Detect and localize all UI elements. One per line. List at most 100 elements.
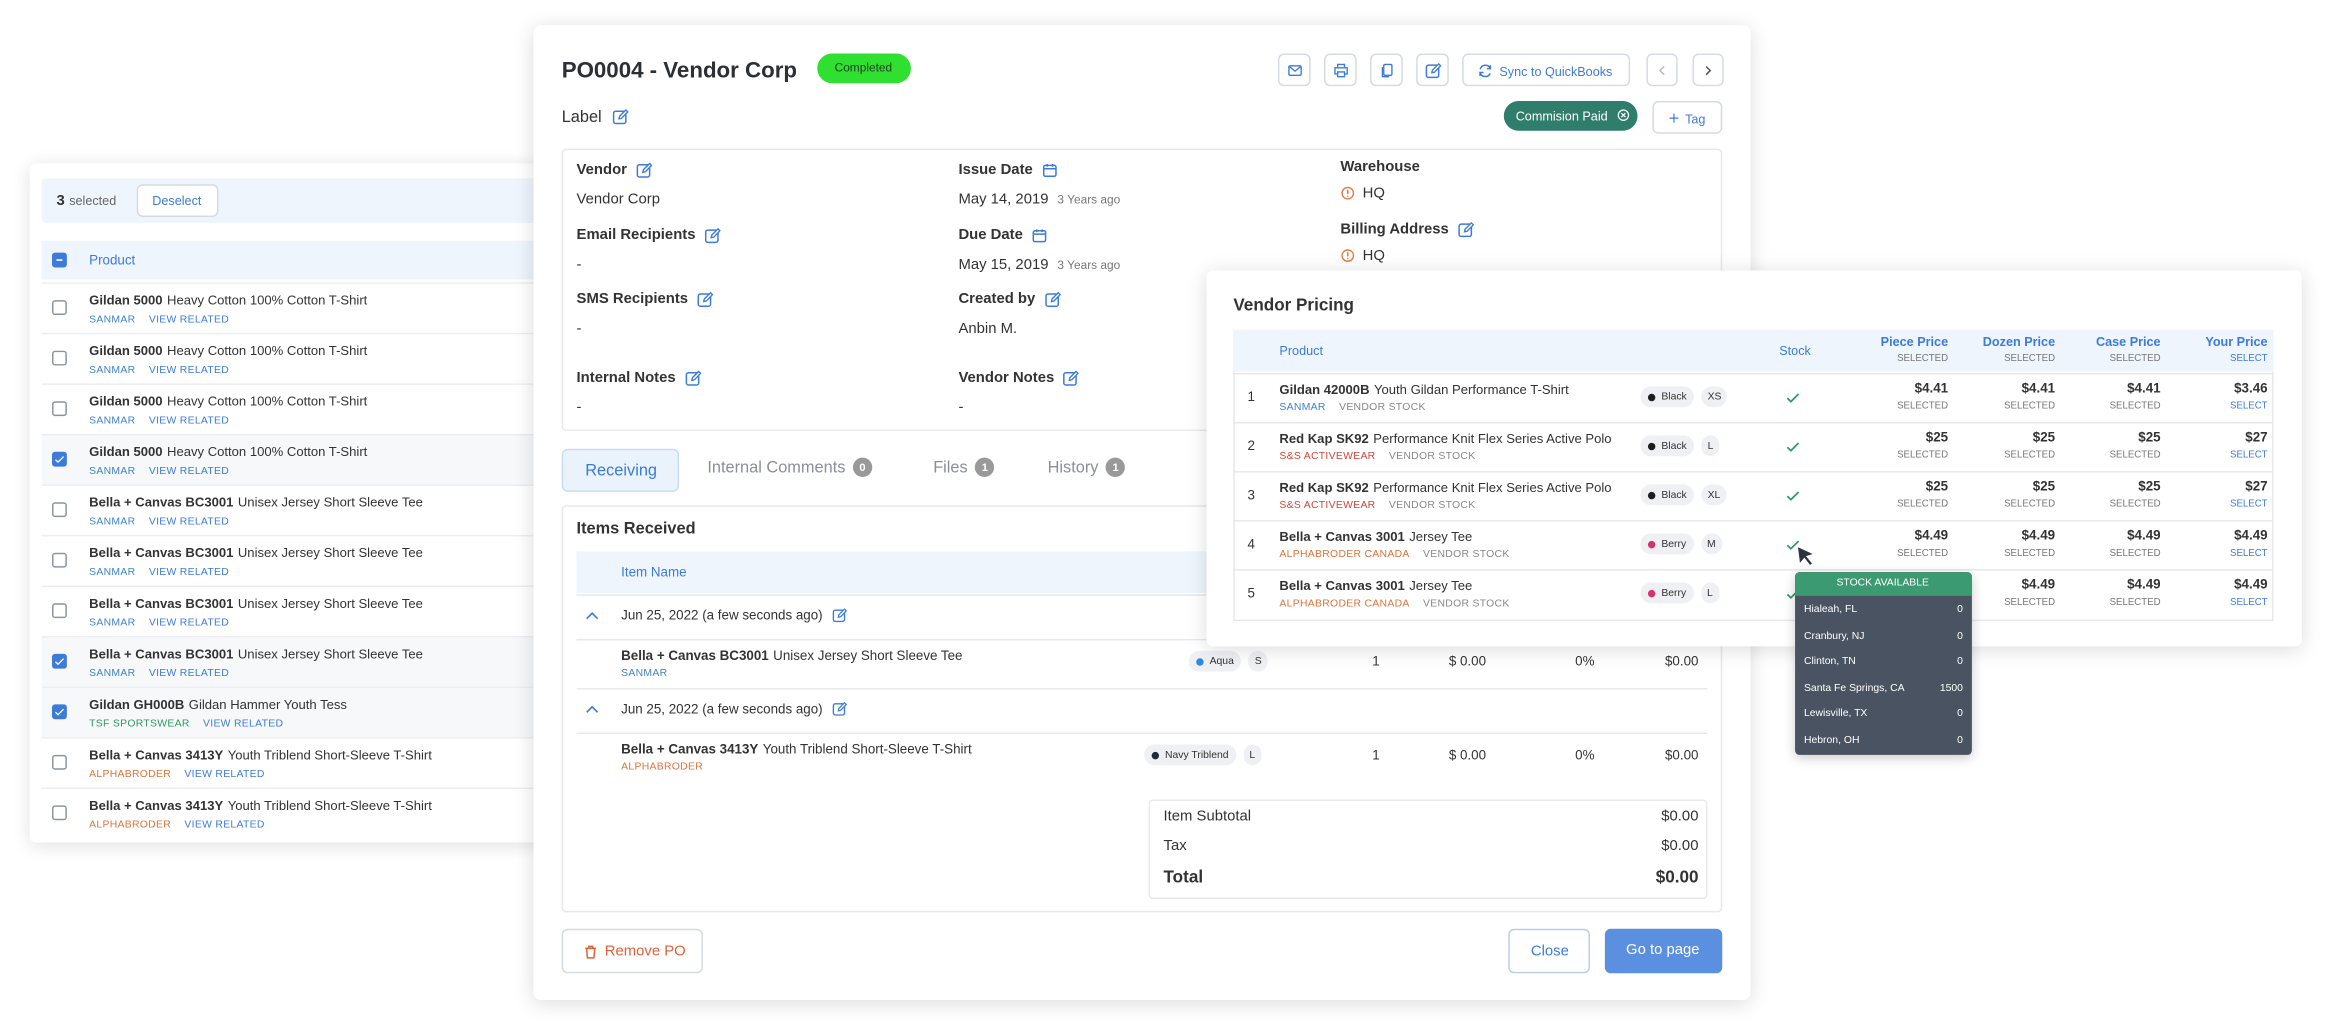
tab[interactable]: Files 1 xyxy=(933,457,995,477)
row-index: 1 xyxy=(1247,389,1255,405)
item-vendor: SANMAR xyxy=(621,668,668,680)
icon-part xyxy=(704,229,719,244)
row-checkbox[interactable] xyxy=(52,653,67,669)
stock-qty: 0 xyxy=(1957,735,1963,746)
icon-part xyxy=(1381,67,1390,78)
copy-button[interactable] xyxy=(1370,53,1403,87)
mail-button[interactable] xyxy=(1277,53,1311,87)
field-label: Due Date xyxy=(958,227,1023,244)
edit-icon xyxy=(832,701,848,716)
product-name: Heavy Cotton 100% Cotton T-Shirt xyxy=(167,444,368,460)
item-total: $0.00 xyxy=(1664,653,1699,669)
row-checkbox[interactable] xyxy=(52,805,67,821)
row-checkbox[interactable] xyxy=(52,754,67,770)
product-brand: Bella + Canvas 3413Y xyxy=(89,747,224,763)
vendor: SANMAR xyxy=(89,416,136,427)
edit-icon xyxy=(704,227,721,244)
price-note: SELECTED xyxy=(2004,548,2056,559)
price: $25 xyxy=(1925,429,1949,445)
swatch xyxy=(1151,751,1160,759)
row-checkbox[interactable] xyxy=(52,350,67,366)
icon-part xyxy=(1479,64,1492,78)
row-checkbox[interactable] xyxy=(52,552,67,568)
copy-icon xyxy=(1381,63,1393,78)
chev-icon xyxy=(586,705,599,713)
product-row xyxy=(41,383,547,434)
tab-label: History xyxy=(1047,458,1099,477)
row-checkbox[interactable] xyxy=(52,300,67,316)
color-name: Aqua xyxy=(1209,656,1234,667)
stock-location: Cranbury, NJ xyxy=(1803,630,1865,642)
field-value: HQ xyxy=(1362,248,1385,265)
tab-count: 0 xyxy=(852,457,873,477)
edit-button[interactable] xyxy=(1416,53,1449,87)
pricing-meta: S&S ACTIVEWEAR VENDOR STOCK xyxy=(1279,447,1475,468)
item-name: Unisex Jersey Short Sleeve Tee xyxy=(773,647,963,663)
price-note: SELECTED xyxy=(1897,450,1949,461)
tab[interactable]: Internal Comments 0 xyxy=(707,457,873,477)
row-checkbox[interactable] xyxy=(52,401,67,417)
row-checkbox[interactable] xyxy=(52,451,67,467)
tab-count: 1 xyxy=(975,457,995,477)
add-tag-button[interactable]: Tag xyxy=(1652,101,1723,134)
row-checkbox[interactable] xyxy=(52,603,67,619)
field-label: Vendor Notes xyxy=(958,370,1055,387)
variant-chips: Berry L xyxy=(1640,582,1727,604)
pricing-row xyxy=(1233,520,2274,569)
edit-icon xyxy=(697,291,714,307)
cal-icon xyxy=(1042,164,1057,178)
product-meta: TSF SPORTSWEAR VIEW RELATED xyxy=(89,715,283,736)
remove-po-button[interactable]: Remove PO xyxy=(561,928,703,974)
color-chip: Aqua xyxy=(1188,650,1242,672)
icon-part xyxy=(618,109,629,120)
pricing-brand: Bella + Canvas 3001 xyxy=(1279,529,1405,544)
tab-label: Files xyxy=(933,458,968,477)
tab-label: Receiving xyxy=(585,462,658,480)
sync-button[interactable]: Sync to QuickBooks xyxy=(1462,53,1631,87)
cal-icon xyxy=(1032,229,1047,243)
product-meta: SANMAR VIEW RELATED xyxy=(89,412,229,433)
icon-part xyxy=(1032,230,1047,243)
pricing-meta: ALPHABRODER CANADA VENDOR STOCK xyxy=(1279,545,1509,566)
check-icon xyxy=(55,456,65,464)
view-related-link: VIEW RELATED xyxy=(148,517,230,528)
product-row xyxy=(41,534,547,586)
total-label: Item Subtotal xyxy=(1163,808,1252,825)
select-all-checkbox[interactable] xyxy=(52,252,67,268)
price: $25 xyxy=(2032,478,2056,494)
price: $25 xyxy=(2138,429,2161,445)
right-nav-button[interactable] xyxy=(1692,53,1724,87)
row-checkbox[interactable] xyxy=(52,502,67,518)
stock-location: Hebron, OH xyxy=(1803,735,1860,746)
product-name: Gildan Hammer Youth Tess xyxy=(188,696,347,712)
tag[interactable]: Commision Paid xyxy=(1503,101,1638,131)
stock-qty: 0 xyxy=(1957,630,1963,642)
tab-active[interactable]: Receiving xyxy=(561,448,680,492)
row-index: 5 xyxy=(1247,585,1255,601)
left-nav-button[interactable] xyxy=(1646,53,1678,87)
chev-icon xyxy=(586,612,599,620)
tab[interactable]: History 1 xyxy=(1047,457,1126,477)
price-note: SELECTED xyxy=(2004,401,2056,412)
check-icon xyxy=(1786,393,1800,403)
price-note: SELECT xyxy=(2229,450,2268,461)
product-row xyxy=(41,787,547,839)
pricing-row xyxy=(1233,422,2274,471)
close-button[interactable]: Close xyxy=(1508,928,1590,974)
print-icon xyxy=(1334,63,1348,78)
print-button[interactable] xyxy=(1323,53,1357,87)
product-name: Youth Triblend Short-Sleeve T-Shirt xyxy=(227,797,432,813)
go-to-page-button[interactable]: Go to page xyxy=(1604,928,1723,974)
row-checkbox[interactable] xyxy=(52,704,67,720)
product-row xyxy=(41,585,547,636)
icon-part xyxy=(586,612,599,620)
view-related-link: VIEW RELATED xyxy=(184,820,265,831)
field-label: Billing Address xyxy=(1340,221,1449,238)
deselect-button[interactable]: Deselect xyxy=(136,184,219,217)
warn-icon xyxy=(1341,186,1355,200)
product-name: Heavy Cotton 100% Cotton T-Shirt xyxy=(167,393,368,409)
stock-qty: 0 xyxy=(1957,709,1963,720)
stock-label: VENDOR STOCK xyxy=(1423,598,1510,610)
price-column-sub: SELECTED xyxy=(2004,353,2056,365)
items-title: Items Received xyxy=(576,520,696,538)
